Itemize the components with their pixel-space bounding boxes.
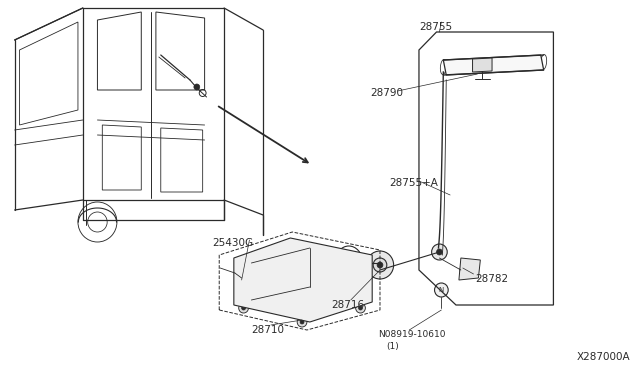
Circle shape	[366, 251, 394, 279]
Circle shape	[356, 303, 365, 313]
Circle shape	[242, 306, 246, 310]
Circle shape	[431, 244, 447, 260]
Circle shape	[373, 258, 387, 272]
Text: 28716: 28716	[332, 300, 364, 310]
Circle shape	[435, 283, 448, 297]
Circle shape	[436, 249, 442, 255]
Circle shape	[358, 306, 362, 310]
Text: (1): (1)	[386, 342, 399, 351]
Text: 25430G: 25430G	[212, 238, 253, 248]
Text: N: N	[438, 287, 444, 293]
Text: 28755: 28755	[419, 22, 452, 32]
Circle shape	[377, 262, 383, 268]
Circle shape	[239, 303, 248, 313]
Text: 28710: 28710	[252, 325, 284, 335]
Text: 28782: 28782	[476, 274, 509, 284]
Polygon shape	[472, 58, 492, 72]
Text: X287000A: X287000A	[577, 352, 630, 362]
Circle shape	[300, 320, 304, 324]
Circle shape	[194, 84, 200, 90]
Circle shape	[297, 317, 307, 327]
Polygon shape	[444, 55, 543, 75]
Circle shape	[237, 273, 246, 283]
Polygon shape	[459, 258, 481, 280]
Text: 28790: 28790	[371, 88, 403, 98]
Circle shape	[240, 276, 244, 280]
Text: 28755+A: 28755+A	[390, 178, 438, 188]
Polygon shape	[234, 238, 372, 322]
Text: N08919-10610: N08919-10610	[378, 330, 445, 339]
